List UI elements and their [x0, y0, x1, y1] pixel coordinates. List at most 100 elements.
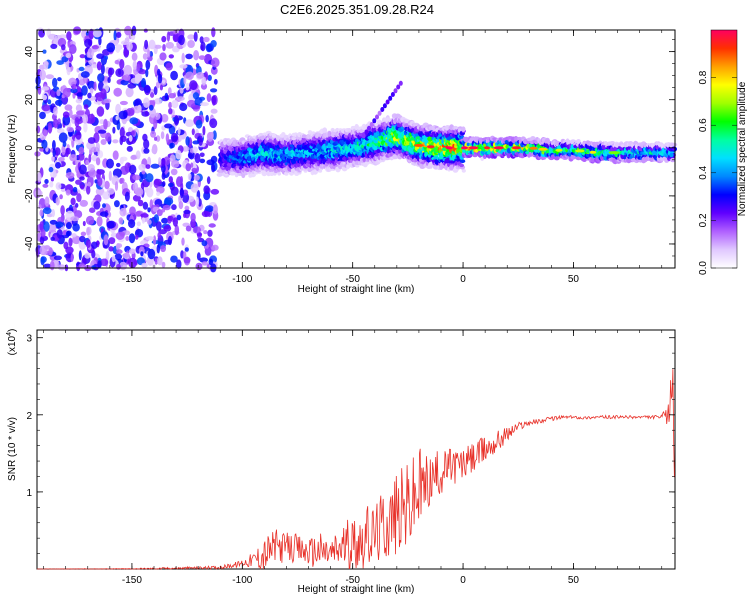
heatmap-noise-cell: [206, 159, 215, 166]
heatmap-noise-cell: [100, 88, 107, 100]
heatmap-peak-cell: [484, 146, 490, 150]
heatmap-streak-cell: [375, 114, 379, 120]
heatmap-noise-cell: [123, 253, 130, 258]
snr-multiplier-base: (x10: [7, 335, 18, 355]
heatmap-noise-cell: [76, 92, 84, 97]
heatmap-noise-cell: [177, 127, 181, 135]
heatmap-noise-cell: [97, 73, 105, 83]
heatmap-noise-cell: [116, 263, 121, 270]
heatmap-noise-cell: [44, 125, 49, 131]
heatmap-noise-cell: [184, 247, 189, 252]
heatmap-noise-cell: [91, 265, 97, 270]
heatmap-noise-cell: [212, 130, 217, 140]
heatmap-noise-cell: [76, 193, 82, 203]
heatmap-noise-cell: [161, 163, 166, 173]
colorbar-gradient: [711, 30, 737, 268]
heatmap-ridge-cell: [316, 143, 322, 150]
heatmap-noise-cell: [211, 164, 216, 173]
heatmap-noise-cell: [70, 197, 76, 206]
heatmap-noise-cell: [83, 104, 89, 110]
heatmap-noise-cell: [170, 168, 178, 176]
heatmap-noise-cell: [80, 71, 90, 78]
heatmap-noise-cell: [64, 104, 73, 111]
heatmap-noise-cell: [206, 93, 212, 103]
heatmap-noise-cell: [71, 233, 77, 238]
heatmap-noise-cell: [75, 179, 82, 185]
heatmap-noise-cell: [173, 29, 178, 35]
heatmap-noise-cell: [193, 50, 200, 61]
heatmap-noise-cell: [96, 61, 102, 71]
heatmap-noise-cell: [170, 132, 179, 143]
heatmap-noise-cell: [179, 64, 188, 69]
heatmap-noise-cell: [157, 68, 161, 76]
heatmap-ridge-cell: [463, 136, 470, 143]
heatmap-noise-cell: [160, 113, 169, 123]
heatmap-noise-cell: [207, 74, 212, 81]
heatmap-noise-cell: [183, 209, 191, 215]
heatmap-noise-cell: [84, 252, 91, 259]
heatmap-noise-cell: [119, 59, 125, 70]
heatmap-noise-cell: [56, 89, 61, 97]
heatmap-noise-cell: [147, 219, 152, 225]
heatmap-streak-cell: [390, 92, 395, 97]
colorbar-label: Normalized spectral amplitude: [737, 81, 748, 216]
heatmap-noise-cell: [140, 213, 149, 218]
heatmap-noise-cell: [200, 44, 204, 51]
heatmap-noise-cell: [65, 52, 72, 59]
heatmap-noise-cell: [68, 77, 77, 87]
heatmap-noise-cell: [60, 205, 65, 216]
heatmap-noise-cell: [72, 223, 80, 232]
heatmap-noise-cell: [154, 98, 162, 105]
heatmap-noise-cell: [53, 255, 63, 261]
heatmap-noise-cell: [120, 79, 129, 86]
heatmap-noise-cell: [143, 28, 148, 33]
heatmap-noise-cell: [115, 115, 119, 121]
heatmap-noise-cell: [131, 130, 135, 136]
heatmap-ridge-cell: [277, 171, 282, 176]
heatmap-noise-cell: [129, 117, 139, 125]
heatmap-noise-cell: [155, 81, 160, 89]
heatmap-noise-cell: [114, 253, 123, 261]
heatmap-noise-cell: [150, 163, 160, 169]
heatmap-noise-cell: [164, 123, 173, 129]
heatmap-noise-cell: [65, 147, 71, 155]
x-tick-label: -50: [345, 274, 360, 285]
heatmap-noise-cell: [159, 84, 163, 91]
heatmap-noise-cell: [189, 80, 198, 91]
heatmap-noise-cell: [75, 98, 83, 104]
heatmap-noise-cell: [170, 255, 178, 263]
heatmap-noise-cell: [178, 34, 185, 46]
heatmap-noise-cell: [150, 130, 157, 138]
heatmap-noise-cell: [55, 221, 64, 228]
x-tick-label: -150: [122, 575, 142, 586]
heatmap-noise-cell: [168, 54, 174, 59]
heatmap-peak-cell: [575, 149, 585, 153]
heatmap-streak-cell: [369, 122, 374, 127]
heatmap-noise-cell: [50, 43, 58, 50]
heatmap-noise-cell: [46, 213, 53, 218]
heatmap-noise-cell: [57, 77, 62, 82]
heatmap-noise-cell: [137, 199, 144, 207]
heatmap-noise-cell: [185, 71, 194, 80]
heatmap-noise-cell: [210, 131, 214, 139]
heatmap-noise-cell: [191, 167, 198, 173]
heatmap-noise-cell: [138, 69, 147, 75]
heatmap-noise-cell: [79, 176, 85, 181]
heatmap-noise-cell: [99, 211, 109, 217]
snr-panel: -150 -100 -50 0 50 123 Height of straight li…: [6, 329, 676, 595]
heatmap-noise-cell: [61, 44, 66, 51]
heatmap-noise-cell: [43, 60, 49, 70]
heatmap-frame: [36, 29, 676, 269]
heatmap-ridge-cell: [271, 133, 277, 138]
heatmap-noise-cell: [96, 53, 105, 59]
snr-y-ticks: 123: [26, 334, 675, 554]
heatmap-noise-cell: [80, 184, 85, 190]
heatmap-noise-cell: [191, 128, 195, 136]
heatmap-noise-cell: [128, 135, 133, 142]
heatmap-streak-cell: [396, 84, 401, 90]
heatmap-noise-cell: [88, 169, 97, 178]
heatmap-noise-cell: [55, 162, 61, 169]
heatmap-noise-cell: [89, 207, 96, 213]
